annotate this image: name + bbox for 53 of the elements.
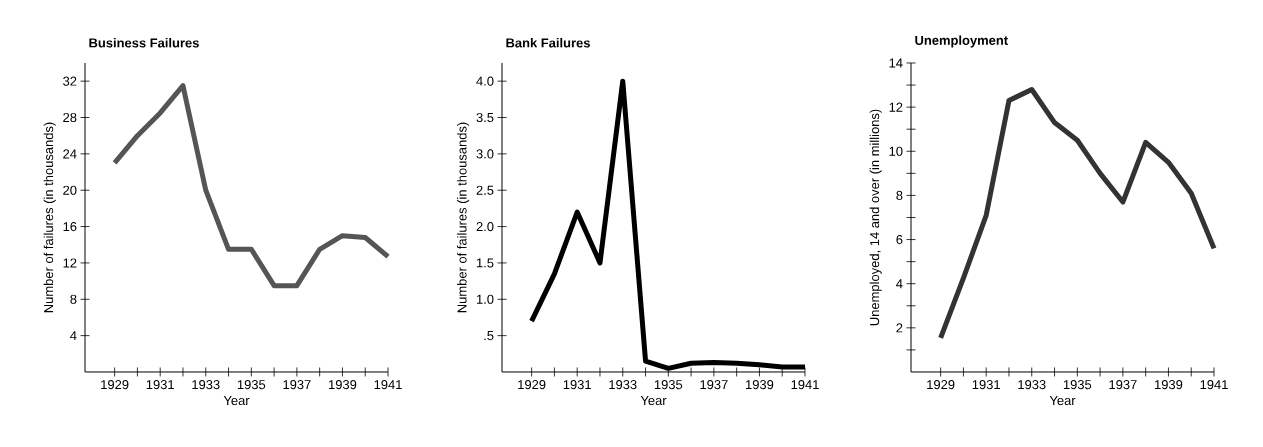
y-tick-label: 2 (896, 323, 903, 333)
x-tick-label: 1931 (563, 380, 591, 390)
x-tick-label: 1939 (746, 380, 774, 390)
x-axis-title: Year (1049, 396, 1076, 406)
x-tick-label: 1935 (1063, 380, 1092, 390)
x-tick-label: 1941 (1200, 380, 1228, 390)
y-tick-label: 14 (889, 58, 903, 68)
x-tick-label: 1933 (1018, 380, 1046, 390)
y-tick-label: 4.0 (476, 76, 494, 86)
y-tick-label: 1.0 (476, 294, 494, 304)
y-tick-label: 12 (63, 258, 77, 268)
x-axis-title: Year (640, 396, 667, 406)
y-tick-label: 2.5 (476, 185, 494, 195)
y-tick-label: 4 (70, 331, 77, 341)
x-tick-label: 1939 (329, 380, 357, 390)
chart-title: Business Failures (89, 37, 199, 48)
x-tick-label: 1931 (146, 380, 174, 390)
y-tick-label: 3.5 (476, 112, 494, 123)
y-tick-label: 4 (896, 279, 903, 289)
chart-title: Bank Failures (506, 37, 590, 48)
y-tick-label: 24 (63, 149, 77, 159)
y-axis-title: Number of failures (in thousands) (457, 122, 470, 313)
y-tick-label: 2.0 (476, 221, 494, 232)
x-tick-label: 1935 (654, 380, 683, 390)
x-tick-label: 1929 (518, 380, 546, 390)
x-tick-label: 1935 (237, 380, 266, 390)
y-tick-label: 1.5 (476, 258, 494, 268)
y-tick-label: 10 (889, 146, 903, 156)
y-tick-label: 8 (70, 294, 77, 304)
y-tick-label: 12 (889, 102, 903, 112)
x-tick-label: 1937 (1109, 380, 1137, 390)
x-tick-label: 1941 (374, 380, 402, 390)
x-axis-title: Year (223, 396, 250, 406)
y-tick-label: 3.0 (476, 149, 494, 159)
x-tick-label: 1937 (700, 380, 728, 390)
y-tick-label: 16 (63, 221, 77, 232)
x-tick-label: 1939 (1155, 380, 1183, 390)
chart-title: Unemployment (915, 35, 1008, 48)
x-tick-label: 1933 (609, 380, 637, 390)
y-tick-label: 20 (63, 185, 77, 195)
y-tick-label: 6 (896, 234, 903, 245)
y-tick-label: 28 (63, 112, 77, 123)
x-tick-label: 1929 (101, 380, 129, 390)
x-tick-label: 1933 (192, 380, 220, 390)
x-tick-label: 1941 (791, 380, 819, 390)
y-tick-label: 8 (896, 190, 903, 200)
x-tick-label: 1931 (972, 380, 1000, 390)
y-axis-title: Number of failures (in thousands) (43, 122, 56, 313)
x-tick-label: 1929 (927, 380, 955, 390)
x-tick-label: 1937 (283, 380, 311, 390)
y-axis-title: Unemployed, 14 and over (in millions) (869, 109, 882, 326)
y-tick-label: .5 (484, 331, 494, 341)
y-tick-label: 32 (63, 76, 77, 86)
